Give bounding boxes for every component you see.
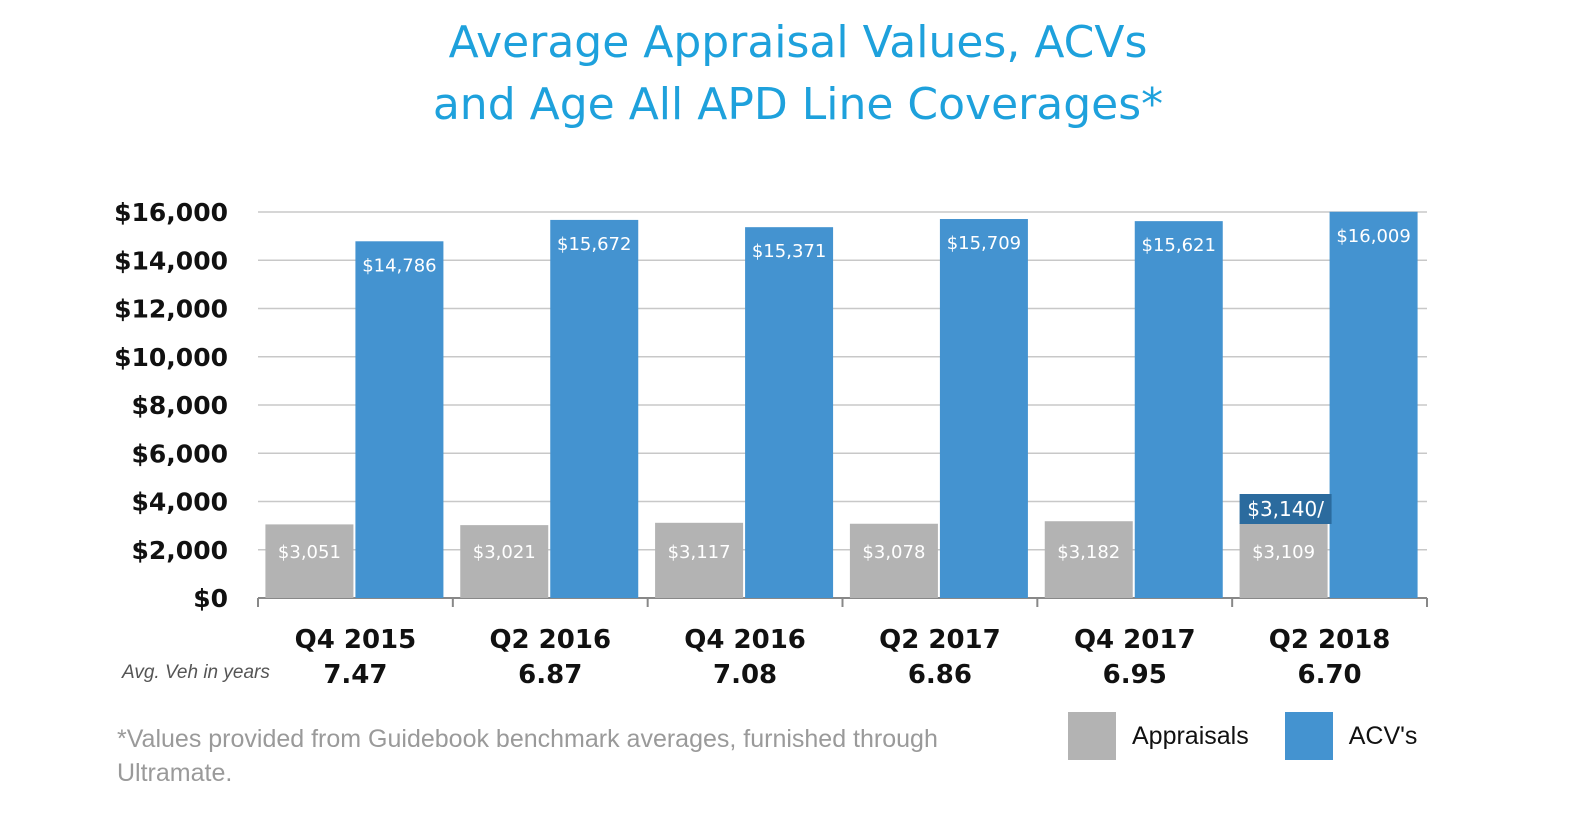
footnote: *Values provided from Guidebook benchmar…	[117, 725, 938, 787]
y-tick-label: $6,000	[132, 439, 228, 468]
data-label-acvs: $15,621	[1142, 235, 1216, 256]
x-tick-label: Q2 2016	[489, 625, 611, 655]
y-tick-label: $10,000	[114, 343, 228, 372]
data-label-acvs: $15,672	[557, 234, 631, 255]
data-label-acvs: $16,009	[1336, 226, 1410, 247]
avg-vehicle-age-row-label: Avg. Veh in years	[122, 662, 270, 683]
legend-item-appraisals: Appraisals	[1068, 712, 1249, 760]
bar-acvs	[745, 227, 834, 598]
avg-vehicle-age-value: 6.95	[1103, 660, 1167, 690]
bar-appraisals	[1044, 521, 1133, 598]
x-tick-label: Q4 2017	[1074, 625, 1196, 655]
y-tick-label: $16,000	[114, 198, 228, 227]
bar-acvs	[1134, 221, 1223, 598]
bar-acvs	[939, 219, 1028, 598]
bar-appraisals	[849, 523, 938, 598]
y-tick-label: $12,000	[114, 295, 228, 324]
avg-vehicle-age-value: 6.70	[1298, 660, 1362, 690]
avg-vehicle-age-value: 6.87	[518, 660, 582, 690]
data-label-acvs: $15,709	[947, 233, 1021, 254]
avg-vehicle-age-value: 6.86	[908, 660, 972, 690]
legend-item-acvs: ACV's	[1284, 712, 1418, 760]
data-label-appraisals: $3,182	[1057, 542, 1120, 563]
callout-label: $3,140/	[1247, 497, 1324, 521]
y-tick-label: $14,000	[114, 246, 228, 275]
y-tick-label: $4,000	[132, 488, 228, 517]
legend-label-acvs: ACV's	[1348, 721, 1418, 750]
data-label-acvs: $14,786	[362, 255, 436, 276]
bar-acvs	[355, 241, 444, 598]
chart-title-line-2: and Age All APD Line Coverages*	[432, 79, 1164, 130]
legend-swatch-acvs	[1284, 712, 1333, 760]
avg-vehicle-age-value: 7.08	[713, 660, 777, 690]
x-tick-label: Q4 2016	[684, 625, 806, 655]
callout-box	[1239, 494, 1332, 524]
chart-legend: Appraisals ACV's	[1068, 712, 1453, 760]
data-label-appraisals: $3,078	[862, 542, 925, 563]
bar-appraisals	[265, 524, 354, 598]
x-tick-label: Q4 2015	[295, 625, 417, 655]
avg-vehicle-age-value: 7.47	[323, 660, 387, 690]
chart-title-line-1: Average Appraisal Values, ACVs	[448, 17, 1148, 68]
legend-swatch-appraisals	[1068, 712, 1116, 760]
data-label-acvs: $15,371	[752, 241, 826, 262]
x-tick-label: Q2 2018	[1269, 625, 1391, 655]
data-label-appraisals: $3,109	[1252, 542, 1315, 563]
bar-appraisals	[1239, 522, 1328, 598]
data-label-appraisals: $3,051	[278, 542, 341, 563]
data-label-appraisals: $3,021	[473, 542, 536, 563]
x-tick-label: Q2 2017	[879, 625, 1001, 655]
bar-acvs	[550, 219, 639, 598]
y-tick-label: $0	[193, 584, 228, 613]
bar-appraisals	[655, 522, 744, 598]
legend-label-appraisals: Appraisals	[1132, 721, 1249, 750]
y-tick-label: $2,000	[132, 536, 228, 565]
chart-title: Average Appraisal Values, ACVs and Age A…	[0, 12, 1596, 136]
bar-appraisals	[460, 525, 549, 598]
data-label-appraisals: $3,117	[668, 542, 731, 563]
y-tick-label: $8,000	[132, 391, 228, 420]
bar-acvs	[1329, 211, 1418, 598]
